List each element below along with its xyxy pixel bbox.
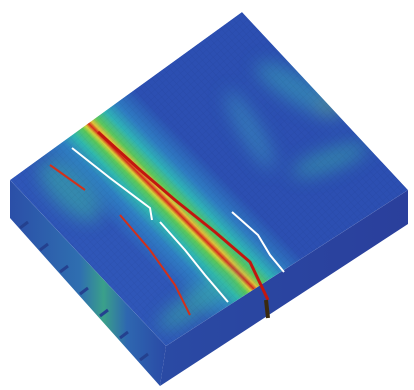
dark-spot <box>266 300 268 318</box>
block-visualization <box>0 0 414 390</box>
page: (() => { const data = JSON.parse(documen… <box>0 0 414 390</box>
